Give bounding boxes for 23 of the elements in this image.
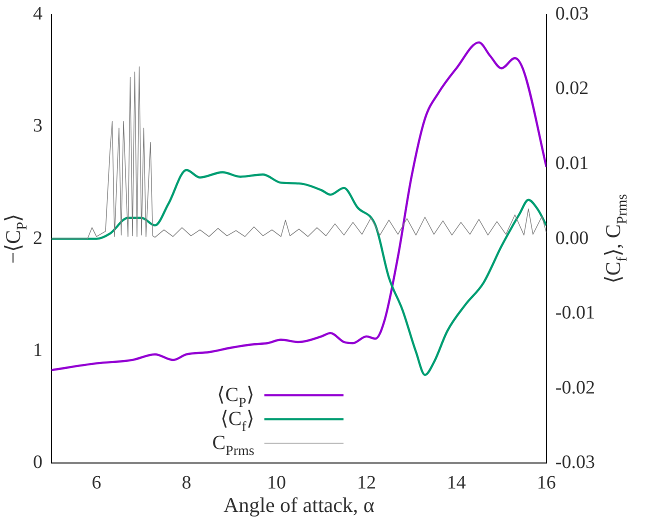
y2-tick-label: -0.01 [555, 302, 595, 324]
y-tick-label: 0 [33, 452, 42, 474]
x-tick-label: 16 [536, 472, 556, 494]
y-tick-label: 4 [33, 3, 43, 24]
y2-tick-label: 0.03 [555, 3, 589, 24]
y-tick-label: 3 [33, 116, 42, 137]
x-tick-label: 6 [92, 472, 102, 494]
line-series [52, 168, 546, 376]
y2-tick-label: -0.03 [555, 452, 595, 474]
y2-tick-label: -0.02 [555, 377, 595, 398]
x-tick-label: 12 [356, 472, 376, 494]
x-tick-label: 8 [182, 472, 192, 494]
line-series [52, 41, 546, 372]
y-axis-title: −⟨CP⟩ [1, 214, 30, 264]
y-tick-label: 1 [33, 340, 42, 361]
y-tick-label: 2 [33, 228, 42, 249]
y2-tick-label: 0.00 [555, 228, 589, 249]
x-axis-title: Angle of attack, α [223, 493, 374, 517]
x-tick-label: 10 [266, 472, 286, 494]
y2-tick-label: 0.02 [555, 78, 589, 100]
x-tick-label: 14 [446, 472, 466, 494]
y2-axis-title: ⟨Cf⟩, CPrms [601, 194, 630, 284]
y2-tick-label: 0.01 [555, 152, 589, 174]
